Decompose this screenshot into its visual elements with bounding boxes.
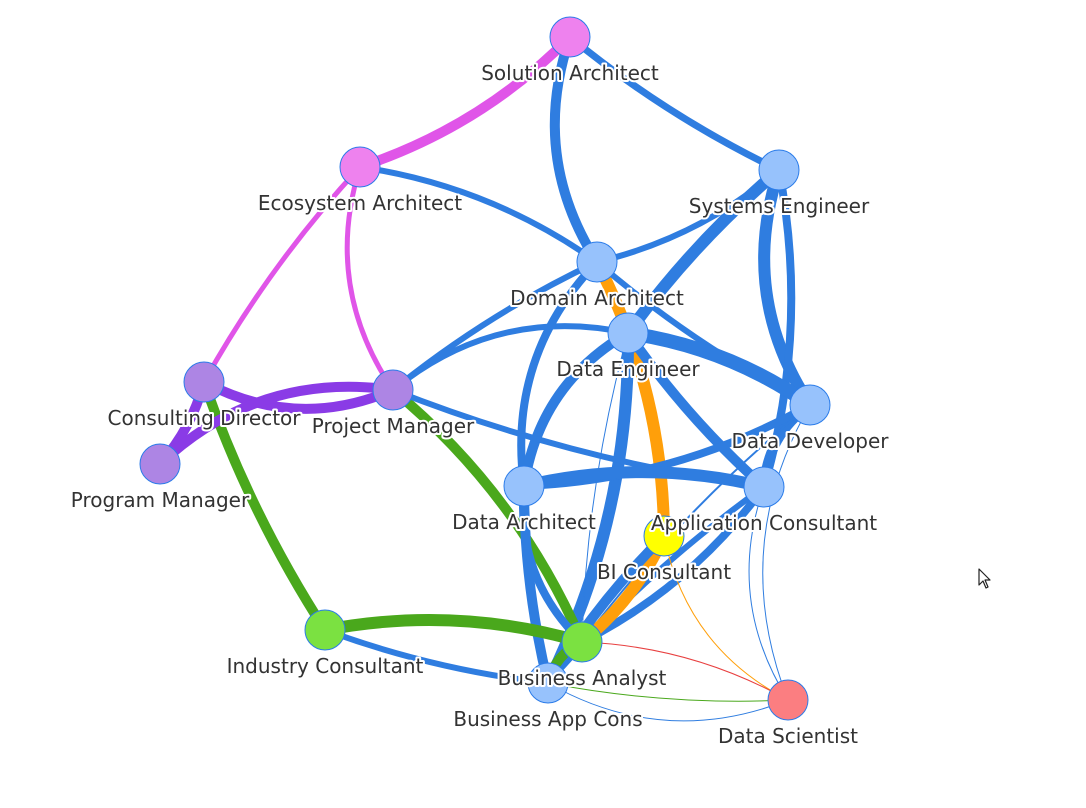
- node-label-business-app-cons: Business App Cons: [453, 707, 642, 731]
- node-data-scientist[interactable]: [767, 679, 809, 721]
- edge-ecosystem-architect-to-domain-architect[interactable]: [357, 164, 600, 265]
- node-program-manager[interactable]: [139, 443, 181, 485]
- edge-systems-engineer-to-data-engineer[interactable]: [622, 164, 785, 339]
- edge-industry-consultant-to-business-app-cons[interactable]: [322, 627, 551, 686]
- edge-business-analyst-to-data-scientist[interactable]: [581, 641, 789, 701]
- edge-data-engineer-to-data-architect[interactable]: [519, 328, 633, 491]
- node-label-halo-consulting-director: Consulting Director: [108, 406, 302, 430]
- node-label-halo-domain-architect: Domain Architect: [510, 286, 684, 310]
- node-label-halo-solution-architect: Solution Architect: [481, 61, 659, 85]
- node-label-halo-business-analyst: Business Analyst: [498, 666, 667, 690]
- edge-business-app-cons-to-data-scientist[interactable]: [547, 682, 789, 702]
- node-label-halo-application-consultant: Application Consultant: [651, 511, 877, 535]
- node-business-analyst[interactable]: [561, 621, 603, 663]
- node-label-halo-project-manager: Project Manager: [312, 414, 475, 438]
- node-label-halo-business-app-cons: Business App Cons: [453, 707, 642, 731]
- edge-ecosystem-architect-to-project-manager[interactable]: [344, 164, 396, 393]
- node-label-halo-bi-consultant: BI Consultant: [597, 560, 731, 584]
- nodes-layer: [139, 16, 831, 721]
- edge-consulting-director-to-project-manager[interactable]: [199, 377, 398, 414]
- edge-solution-architect-to-systems-engineer[interactable]: [566, 33, 783, 174]
- edge-business-app-cons-to-data-scientist[interactable]: [547, 682, 789, 722]
- node-domain-architect[interactable]: [576, 241, 618, 283]
- node-label-halo-data-engineer: Data Engineer: [556, 357, 700, 381]
- edge-data-engineer-to-data-developer[interactable]: [621, 326, 817, 412]
- node-label-halo-data-developer: Data Developer: [732, 429, 890, 453]
- node-data-architect[interactable]: [503, 465, 545, 507]
- node-label-data-developer: Data Developer: [732, 429, 890, 453]
- edge-industry-consultant-to-business-analyst[interactable]: [319, 614, 588, 648]
- node-label-halo-ecosystem-architect: Ecosystem Architect: [258, 191, 462, 215]
- node-label-application-consultant: Application Consultant: [651, 511, 877, 535]
- node-label-halo-industry-consultant: Industry Consultant: [227, 654, 424, 678]
- node-label-data-engineer: Data Engineer: [556, 357, 700, 381]
- edge-data-architect-to-business-analyst[interactable]: [519, 482, 586, 646]
- edge-solution-architect-to-ecosystem-architect[interactable]: [355, 32, 575, 172]
- node-application-consultant[interactable]: [743, 466, 785, 508]
- node-label-data-scientist: Data Scientist: [718, 724, 858, 748]
- edge-data-developer-to-business-analyst[interactable]: [581, 404, 811, 643]
- edge-ecosystem-architect-to-consulting-director[interactable]: [201, 164, 363, 385]
- node-bi-consultant[interactable]: [643, 515, 685, 557]
- edge-application-consultant-to-data-scientist[interactable]: [748, 486, 789, 701]
- node-label-halo-systems-engineer: Systems Engineer: [689, 194, 870, 218]
- node-label-industry-consultant: Industry Consultant: [227, 654, 424, 678]
- node-label-ecosystem-architect: Ecosystem Architect: [258, 191, 462, 215]
- edge-domain-architect-to-bi-consultant[interactable]: [591, 256, 670, 542]
- edge-consulting-director-to-industry-consultant[interactable]: [199, 377, 330, 635]
- node-label-data-architect: Data Architect: [452, 510, 596, 534]
- node-label-project-manager: Project Manager: [312, 414, 475, 438]
- edge-project-manager-to-program-manager[interactable]: [155, 381, 398, 469]
- node-label-systems-engineer: Systems Engineer: [689, 194, 870, 218]
- edge-data-developer-to-data-scientist[interactable]: [762, 404, 811, 701]
- edges-layer: [155, 32, 817, 722]
- edge-data-engineer-to-application-consultant[interactable]: [623, 328, 769, 492]
- node-industry-consultant[interactable]: [304, 609, 346, 651]
- node-consulting-director[interactable]: [183, 361, 225, 403]
- node-label-consulting-director: Consulting Director: [108, 406, 302, 430]
- node-label-solution-architect: Solution Architect: [481, 61, 659, 85]
- node-label-halo-data-scientist: Data Scientist: [718, 724, 858, 748]
- node-label-domain-architect: Domain Architect: [510, 286, 684, 310]
- edge-bi-consultant-to-data-scientist[interactable]: [663, 535, 789, 701]
- node-data-engineer[interactable]: [607, 312, 649, 354]
- node-label-program-manager: Program Manager: [71, 488, 250, 512]
- edge-data-architect-to-application-consultant[interactable]: [518, 466, 770, 493]
- edge-systems-engineer-to-data-developer[interactable]: [758, 164, 816, 411]
- node-solution-architect[interactable]: [549, 16, 591, 58]
- edge-solution-architect-to-domain-architect[interactable]: [549, 32, 602, 267]
- node-label-halo-program-manager: Program Manager: [71, 488, 250, 512]
- edge-application-consultant-to-business-analyst[interactable]: [578, 483, 768, 646]
- node-label-business-analyst: Business Analyst: [498, 666, 667, 690]
- node-project-manager[interactable]: [372, 369, 414, 411]
- node-data-developer[interactable]: [789, 384, 831, 426]
- node-systems-engineer[interactable]: [758, 149, 800, 191]
- edge-project-manager-to-business-analyst[interactable]: [388, 385, 587, 647]
- node-label-halo-data-architect: Data Architect: [452, 510, 596, 534]
- edge-domain-architect-to-data-architect[interactable]: [517, 258, 601, 490]
- edge-data-engineer-to-business-analyst[interactable]: [581, 332, 629, 643]
- edge-data-engineer-to-project-manager[interactable]: [390, 323, 631, 393]
- node-business-app-cons[interactable]: [527, 662, 569, 704]
- node-ecosystem-architect[interactable]: [339, 146, 381, 188]
- node-label-bi-consultant: BI Consultant: [597, 560, 731, 584]
